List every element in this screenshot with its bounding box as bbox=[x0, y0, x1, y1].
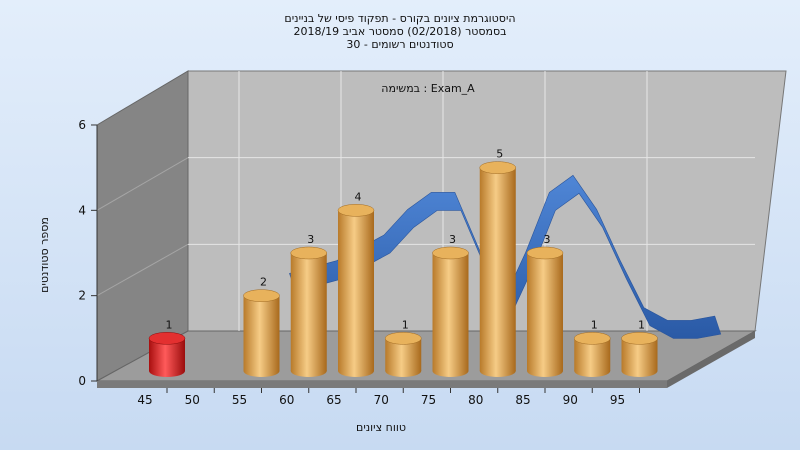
x-tick-label: 70 bbox=[374, 393, 389, 407]
bar-base bbox=[574, 365, 611, 377]
bars bbox=[148, 161, 658, 377]
bar-top bbox=[290, 246, 327, 260]
y-tick-label: 2 bbox=[78, 289, 86, 303]
bar-top bbox=[337, 204, 375, 217]
bar-base bbox=[338, 365, 374, 377]
bar bbox=[290, 246, 327, 377]
bar-value-label: 4 bbox=[355, 190, 362, 203]
x-tick-label: 80 bbox=[468, 393, 483, 407]
bar-top bbox=[148, 332, 186, 345]
title-line-2: בסמסטר (02/2018) סמסטר אביב 2018/19 bbox=[293, 25, 506, 38]
bar-value-label: 1 bbox=[591, 318, 598, 331]
bar-base bbox=[290, 365, 327, 377]
x-tick-label: 50 bbox=[185, 393, 200, 407]
bar-value-label: 3 bbox=[307, 233, 314, 246]
grid-lines bbox=[96, 71, 755, 331]
y-tick-label: 0 bbox=[78, 374, 86, 388]
bar bbox=[526, 246, 564, 377]
x-axis-label: טווח ציונים bbox=[356, 421, 406, 434]
data-labels: 1 2 3 4 1 3 5 3 1 1 bbox=[166, 148, 646, 332]
bar-top bbox=[526, 246, 564, 260]
x-tick-label: 65 bbox=[326, 393, 341, 407]
bar-base bbox=[527, 365, 563, 377]
task-annotation: במשימה : Exam_A bbox=[381, 82, 475, 95]
bar bbox=[479, 161, 516, 377]
title-line-3: 30 - סטודנטים רשומים bbox=[346, 38, 453, 51]
bar-value-label: 3 bbox=[544, 233, 551, 246]
y-tick-label: 6 bbox=[78, 118, 86, 132]
bar-body bbox=[527, 252, 563, 371]
grid-line-side bbox=[96, 243, 189, 297]
bar-top bbox=[385, 332, 422, 345]
grid-line-side bbox=[96, 157, 189, 211]
bar bbox=[432, 246, 469, 377]
bar-value-label: 2 bbox=[260, 276, 267, 289]
bar-value-label: 3 bbox=[449, 233, 456, 246]
y-ticks: 0 2 4 6 bbox=[78, 118, 97, 388]
bar-value-label: 1 bbox=[166, 318, 173, 331]
bar-top bbox=[243, 289, 280, 302]
bar-top bbox=[479, 161, 516, 174]
bar-base bbox=[621, 365, 658, 377]
bar-body bbox=[479, 167, 516, 371]
bar bbox=[385, 332, 422, 377]
bar-body bbox=[432, 252, 469, 371]
x-tick-label: 45 bbox=[137, 393, 152, 407]
bar-body bbox=[290, 252, 327, 371]
bar-base bbox=[432, 365, 469, 377]
x-ticks: 45 50 55 60 65 70 75 80 85 90 95 bbox=[137, 388, 640, 407]
x-tick-label: 60 bbox=[279, 393, 294, 407]
bar-body bbox=[338, 210, 374, 371]
bar-value-label: 1 bbox=[402, 318, 409, 331]
bar-base bbox=[149, 365, 185, 377]
x-tick-label: 55 bbox=[232, 393, 247, 407]
title-line-1: היסטוגרמת ציונים בקורס - תפקוד פיסי של ב… bbox=[284, 12, 515, 25]
bar-top bbox=[574, 332, 611, 345]
y-axis-label: מספר סטודנטים bbox=[38, 217, 51, 293]
x-tick-label: 95 bbox=[610, 393, 625, 407]
floor-right-edge bbox=[667, 331, 755, 388]
bar bbox=[243, 289, 280, 377]
bar-base bbox=[385, 365, 422, 377]
y-tick-label: 4 bbox=[78, 203, 86, 217]
bar-value-label: 5 bbox=[496, 148, 503, 161]
floor-front-edge bbox=[97, 381, 667, 388]
bar-top bbox=[621, 332, 658, 345]
bar bbox=[148, 332, 186, 377]
bar-base bbox=[243, 365, 280, 377]
x-tick-label: 90 bbox=[563, 393, 578, 407]
bar-body bbox=[243, 295, 280, 371]
bar-value-label: 1 bbox=[638, 318, 645, 331]
bar-base bbox=[479, 365, 516, 377]
chart-title: היסטוגרמת ציונים בקורס - תפקוד פיסי של ב… bbox=[284, 12, 515, 51]
bar bbox=[574, 332, 611, 377]
bar-top bbox=[432, 246, 469, 260]
x-tick-label: 85 bbox=[515, 393, 530, 407]
bar bbox=[337, 204, 375, 377]
bar bbox=[621, 332, 658, 377]
x-tick-label: 75 bbox=[421, 393, 436, 407]
